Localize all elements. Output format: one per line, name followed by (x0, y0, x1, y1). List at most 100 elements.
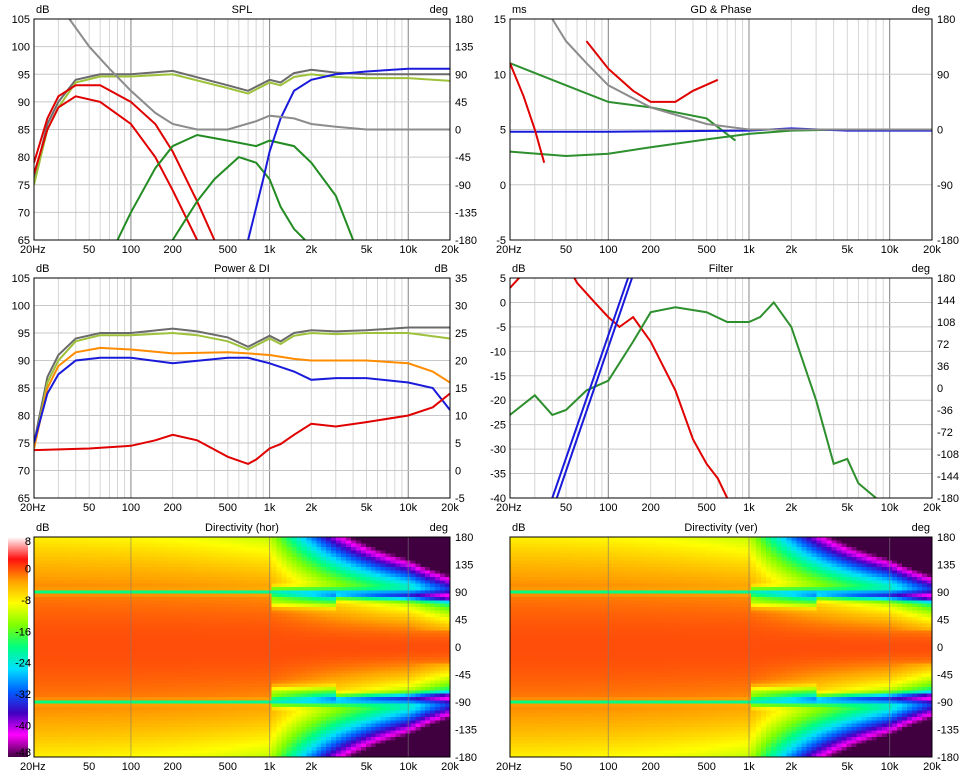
x-tick-label: 5k (361, 244, 373, 256)
y-tick-label: 0 (500, 297, 506, 309)
y2-axis-unit: dB (435, 263, 448, 275)
y2-tick-label: 144 (937, 295, 955, 307)
x-tick-label: 20Hz (496, 761, 522, 773)
x-tick-label: 1k (264, 761, 276, 773)
x-tick-label: 200 (641, 761, 659, 773)
y2-tick-label: 90 (937, 69, 949, 81)
y2-tick-label: -135 (455, 207, 477, 219)
x-tick-label: 100 (122, 244, 140, 256)
y2-tick-label: 0 (937, 642, 943, 654)
x-tick-label: 50 (83, 244, 95, 256)
y-tick-label: -20 (490, 395, 506, 407)
y2-tick-label: 180 (937, 532, 955, 544)
x-tick-label: 500 (219, 502, 237, 514)
x-tick-label: 200 (641, 244, 659, 256)
y2-axis-unit: deg (430, 4, 448, 16)
x-tick-label: 1k (743, 761, 755, 773)
x-tick-label: 2k (786, 244, 798, 256)
y2-tick-label: -108 (937, 449, 959, 461)
y2-tick-label: 135 (455, 560, 473, 572)
x-tick-label: 50 (83, 502, 95, 514)
y-tick-label: 5 (500, 273, 506, 285)
y-axis-unit: dB (36, 522, 49, 534)
x-tick-label: 100 (122, 502, 140, 514)
y-tick-label: 90 (18, 356, 30, 368)
x-tick-label: 10k (881, 502, 899, 514)
y-tick-label: 65 (18, 493, 30, 505)
y2-tick-label: -45 (937, 670, 953, 682)
y2-tick-label: -90 (937, 697, 953, 709)
x-tick-label: 5k (841, 761, 853, 773)
y2-tick-label: 90 (937, 587, 949, 599)
y2-axis-unit: deg (912, 522, 930, 534)
x-tick-label: 2k (786, 761, 798, 773)
y2-tick-label: 45 (937, 615, 949, 627)
y-tick-label: 85 (18, 125, 30, 137)
chart-title: Directivity (hor) (205, 522, 279, 534)
x-tick-label: 5k (361, 761, 373, 773)
y-tick-label: 100 (12, 301, 30, 313)
y-tick-label: 85 (18, 383, 30, 395)
x-tick-label: 500 (219, 761, 237, 773)
y2-tick-label: 135 (455, 42, 473, 54)
y2-tick-label: 180 (937, 14, 955, 26)
x-tick-label: 1k (264, 502, 276, 514)
x-tick-label: 500 (697, 244, 715, 256)
y2-tick-label: 35 (455, 273, 467, 285)
y2-tick-label: 10 (455, 411, 467, 423)
x-tick-label: 10k (881, 761, 899, 773)
y2-tick-label: -5 (455, 493, 465, 505)
y2-tick-label: -72 (937, 427, 953, 439)
y2-axis-unit: deg (912, 263, 930, 275)
x-tick-label: 10k (399, 761, 417, 773)
y2-tick-label: 25 (455, 328, 467, 340)
y2-tick-label: -45 (455, 670, 471, 682)
x-tick-label: 20Hz (20, 761, 46, 773)
x-tick-label: 200 (641, 502, 659, 514)
y-axis-unit: dB (36, 4, 49, 16)
y2-tick-label: -180 (937, 752, 959, 764)
x-tick-label: 10k (881, 244, 899, 256)
y-tick-label: 70 (18, 466, 30, 478)
y2-axis-unit: deg (430, 522, 448, 534)
heatmap-field (510, 537, 933, 758)
x-tick-label: 100 (122, 761, 140, 773)
x-tick-label: 5k (841, 502, 853, 514)
y2-tick-label: 180 (455, 14, 473, 26)
colorbar-tick-label: -48 (15, 747, 31, 759)
x-tick-label: 100 (599, 761, 617, 773)
y-tick-label: 90 (18, 97, 30, 109)
y-tick-label: 15 (494, 14, 506, 26)
y2-tick-label: 72 (937, 339, 949, 351)
y-tick-label: -10 (490, 346, 506, 358)
y-tick-label: 100 (12, 42, 30, 54)
chart-title: SPL (232, 4, 253, 16)
y-tick-label: -5 (496, 235, 506, 247)
y-tick-label: -35 (490, 469, 506, 481)
x-tick-label: 50 (560, 761, 572, 773)
y-tick-label: 70 (18, 207, 30, 219)
y2-tick-label: 45 (455, 615, 467, 627)
x-tick-label: 1k (743, 502, 755, 514)
y2-axis-unit: deg (912, 4, 930, 16)
y2-tick-label: -180 (455, 752, 477, 764)
chart-title: Filter (709, 263, 734, 275)
y2-tick-label: 90 (455, 587, 467, 599)
y2-tick-label: 0 (455, 466, 461, 478)
colorbar-tick-label: -40 (15, 721, 31, 733)
y2-tick-label: 20 (455, 356, 467, 368)
y2-tick-label: -180 (937, 493, 959, 505)
y-axis-unit: ms (512, 4, 527, 16)
x-tick-label: 50 (560, 502, 572, 514)
y-tick-label: 5 (500, 125, 506, 137)
y-tick-label: 75 (18, 180, 30, 192)
y-tick-label: -30 (490, 444, 506, 456)
chart-title: Directivity (ver) (684, 522, 757, 534)
y-tick-label: 80 (18, 411, 30, 423)
colorbar-tick-label: -32 (15, 689, 31, 701)
colorbar-tick-label: -8 (21, 595, 31, 607)
y2-tick-label: 0 (937, 125, 943, 137)
